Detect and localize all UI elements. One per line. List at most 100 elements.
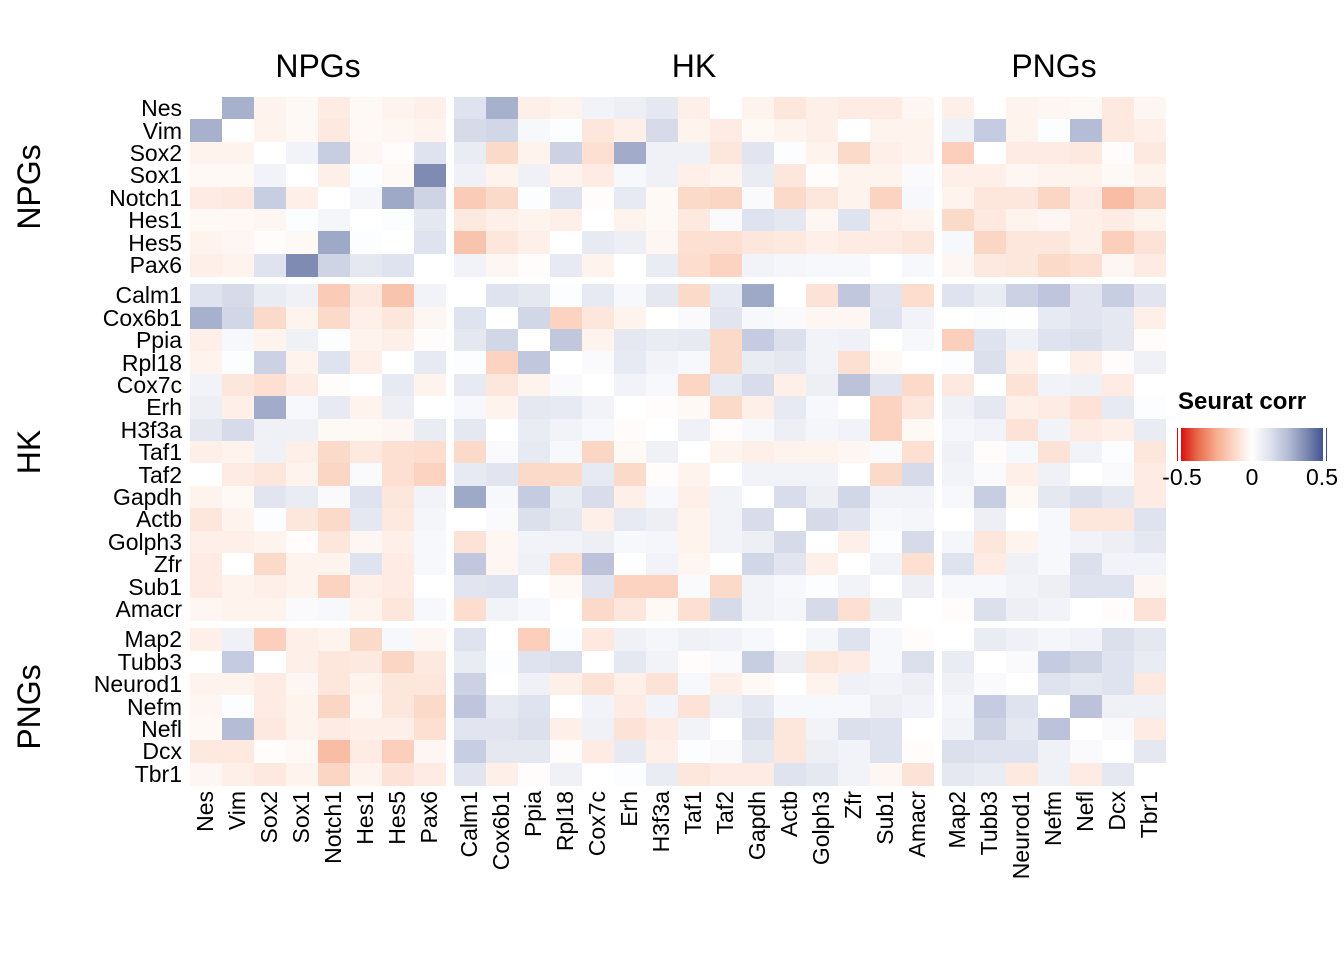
- heatmap-cell: [974, 164, 1006, 188]
- heatmap-cell: [350, 209, 382, 232]
- heatmap-cell: [806, 329, 838, 352]
- heatmap-cell: [1134, 695, 1166, 719]
- heatmap-cell: [902, 119, 934, 143]
- heatmap-cell: [870, 740, 902, 764]
- heatmap-cell: [318, 463, 350, 487]
- heatmap-cell: [582, 695, 614, 719]
- heatmap-cell: [454, 740, 486, 764]
- heatmap-cell: [1006, 97, 1038, 120]
- heatmap-cell: [710, 119, 742, 143]
- heatmap-cell: [870, 418, 902, 442]
- heatmap-cell: [190, 740, 222, 764]
- heatmap-cell: [742, 253, 774, 277]
- heatmap-cell: [806, 351, 838, 375]
- heatmap-cell: [382, 717, 414, 741]
- heatmap-cell: [806, 306, 838, 330]
- heatmap-cell: [774, 628, 806, 652]
- heatmap-cell: [974, 396, 1006, 420]
- heatmap-cell: [646, 463, 678, 487]
- heatmap-cell: [870, 119, 902, 143]
- heatmap-cell: [678, 119, 710, 143]
- heatmap-cell: [318, 351, 350, 375]
- heatmap-cell: [974, 351, 1006, 375]
- heatmap-cell: [614, 762, 646, 786]
- heatmap-cell: [190, 373, 222, 397]
- column-label: Hes1: [352, 791, 378, 845]
- heatmap-cell: [414, 306, 446, 330]
- heatmap-cell: [382, 553, 414, 576]
- heatmap-cell: [454, 508, 486, 532]
- heatmap-cell: [1134, 553, 1166, 576]
- heatmap-cell: [486, 418, 518, 442]
- heatmap-cell: [1070, 418, 1102, 442]
- column-label: Sox1: [288, 791, 314, 844]
- heatmap-cell: [350, 231, 382, 255]
- heatmap-cell: [1006, 441, 1038, 464]
- heatmap-cell: [902, 231, 934, 255]
- heatmap-cell: [1134, 141, 1166, 165]
- heatmap-cell: [454, 695, 486, 719]
- heatmap-cell: [838, 164, 870, 188]
- heatmap-cell: [1134, 441, 1166, 464]
- column-label: Dcx: [1104, 791, 1130, 831]
- heatmap-cell: [742, 418, 774, 442]
- heatmap-cell: [222, 329, 254, 352]
- heatmap-cell: [318, 396, 350, 420]
- heatmap-cell: [254, 351, 286, 375]
- heatmap-cell: [1006, 575, 1038, 599]
- heatmap-cell: [222, 463, 254, 487]
- heatmap-cell: [942, 284, 974, 308]
- heatmap-cell: [870, 284, 902, 308]
- heatmap-cell: [774, 740, 806, 764]
- heatmap-cell: [190, 673, 222, 696]
- heatmap-cell: [222, 253, 254, 277]
- heatmap-cell: [254, 441, 286, 464]
- heatmap-cell: [350, 597, 382, 621]
- heatmap-cell: [942, 186, 974, 210]
- heatmap-cell: [678, 485, 710, 509]
- heatmap-cell: [318, 553, 350, 576]
- heatmap-cell: [190, 418, 222, 442]
- heatmap-cell: [1070, 253, 1102, 277]
- heatmap-cell: [678, 762, 710, 786]
- heatmap-cell: [190, 284, 222, 308]
- heatmap-cell: [614, 164, 646, 188]
- row-label: Ppia: [135, 327, 182, 354]
- heatmap-cell: [518, 284, 550, 308]
- row-label: Hes1: [128, 207, 182, 234]
- heatmap-cell: [1134, 209, 1166, 232]
- row-label: Dcx: [142, 738, 182, 765]
- heatmap-cell: [518, 628, 550, 652]
- heatmap-cell: [1070, 673, 1102, 696]
- heatmap-cell: [350, 628, 382, 652]
- heatmap-cell: [382, 253, 414, 277]
- heatmap-cell: [942, 508, 974, 532]
- heatmap-cell: [286, 351, 318, 375]
- heatmap-cell: [710, 253, 742, 277]
- heatmap-cell: [710, 396, 742, 420]
- heatmap-cell: [190, 717, 222, 741]
- heatmap-cell: [678, 628, 710, 652]
- heatmap-cell: [1070, 740, 1102, 764]
- column-label: Amacr: [904, 791, 930, 858]
- row-label: Taf2: [138, 461, 182, 488]
- heatmap-cell: [350, 306, 382, 330]
- heatmap-cell: [414, 284, 446, 308]
- heatmap-cell: [870, 441, 902, 464]
- heatmap-cell: [254, 628, 286, 652]
- row-label: Pax6: [129, 252, 182, 278]
- heatmap-cell: [902, 351, 934, 375]
- heatmap-cell: [870, 508, 902, 532]
- heatmap-cell: [942, 463, 974, 487]
- heatmap-cell: [382, 351, 414, 375]
- heatmap-cell: [518, 351, 550, 375]
- heatmap-cell: [774, 119, 806, 143]
- heatmap-cell: [1006, 628, 1038, 652]
- row-label: Rpl18: [121, 349, 182, 376]
- heatmap-cell: [710, 740, 742, 764]
- heatmap-cell: [838, 740, 870, 764]
- heatmap-cell: [1006, 463, 1038, 487]
- heatmap-cell: [1102, 485, 1134, 509]
- column-label: Erh: [616, 791, 642, 827]
- heatmap-cell: [614, 253, 646, 277]
